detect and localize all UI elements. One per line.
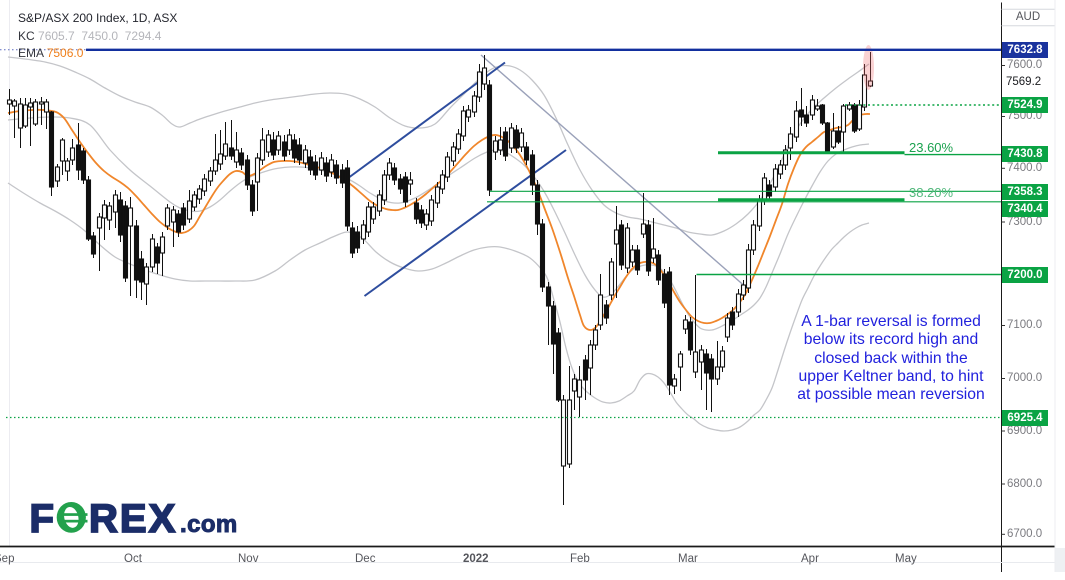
svg-text:.com: .com [180,511,238,538]
svg-text:F: F [30,497,55,540]
svg-text:REX: REX [89,497,177,540]
